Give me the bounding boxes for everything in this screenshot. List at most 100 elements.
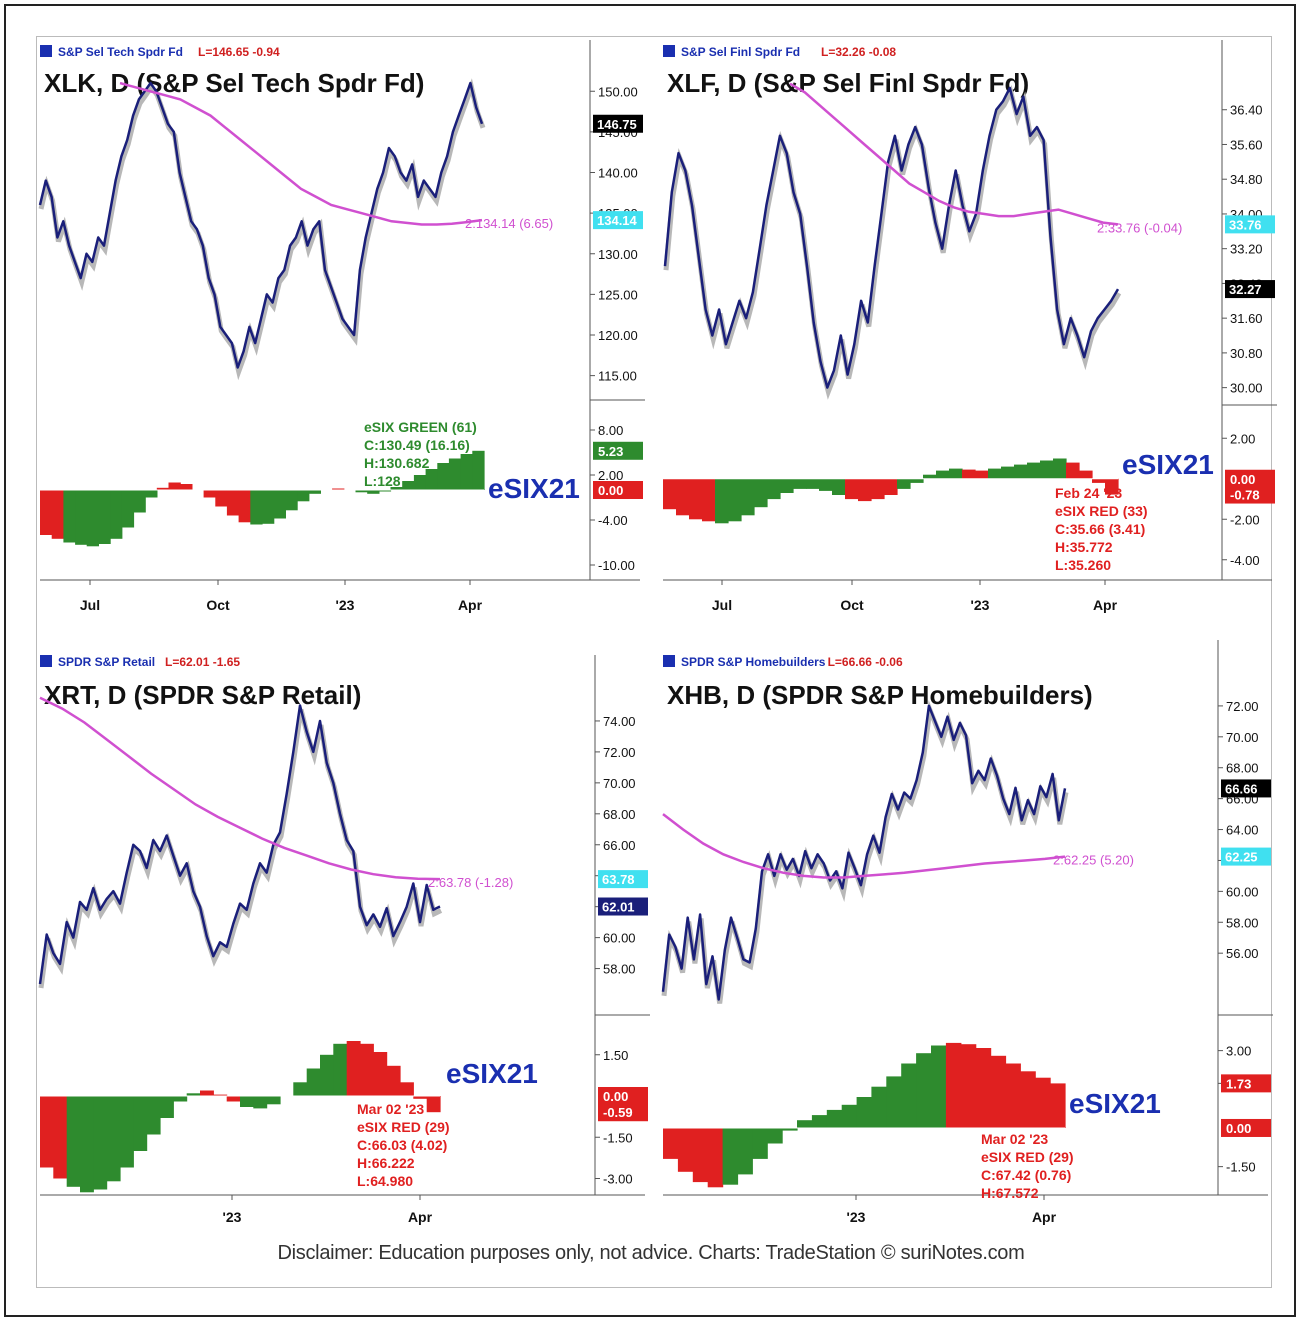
price-tick-label: 68.00 xyxy=(603,807,636,822)
price-tick-label: 33.20 xyxy=(1230,242,1263,257)
moving-average-line xyxy=(39,696,441,881)
header-value: L=66.66 -0.06 xyxy=(828,655,903,669)
time-tick-label: Apr xyxy=(458,597,483,613)
esix-bar xyxy=(1005,1063,1021,1128)
esix-bar xyxy=(413,475,427,490)
esix-bar xyxy=(51,490,64,539)
esix-bar xyxy=(66,1096,81,1187)
esix-bar xyxy=(40,1096,54,1168)
esix-bar xyxy=(308,490,321,494)
esix-bar xyxy=(400,1082,414,1097)
symbol-header: SPDR S&P Homebuilders xyxy=(681,655,826,669)
time-tick-label: '23 xyxy=(847,1209,866,1225)
moving-average-line xyxy=(789,82,1119,226)
esix-zero-badge-text: 0.00 xyxy=(1230,472,1255,487)
chart-grid-frame xyxy=(36,36,1272,1288)
price-tick-label: 64.00 xyxy=(1226,823,1259,838)
esix-bar xyxy=(782,1128,798,1131)
esix-bar xyxy=(426,1096,441,1113)
esix-bar xyxy=(811,1115,828,1128)
esix-annotation-line: Mar 02 '23 xyxy=(357,1101,424,1117)
esix-value-badge-text: -0.59 xyxy=(603,1105,633,1120)
esix-bar xyxy=(819,478,833,491)
esix-zero-badge xyxy=(1225,469,1275,488)
esix-bar xyxy=(1020,1071,1036,1128)
esix-bar xyxy=(945,1042,962,1128)
esix-bar xyxy=(186,1093,201,1097)
chart-title: XLF, D (S&P Sel Finl Spdr Fd) xyxy=(667,68,1029,98)
last-price-badge-text: 146.75 xyxy=(597,117,637,132)
esix-bar xyxy=(133,1096,148,1151)
esix-bar xyxy=(293,1082,308,1097)
esix-annotation-line: C:66.03 (4.02) xyxy=(357,1137,447,1153)
esix-bar xyxy=(226,1096,241,1102)
moving-average-line xyxy=(662,813,1066,879)
esix-bar xyxy=(215,490,228,507)
ma-label: 2:63.78 (-1.28) xyxy=(428,875,513,890)
symbol-square-icon xyxy=(40,45,52,57)
ma-badge-text: 33.76 xyxy=(1229,217,1262,232)
price-tick-label: 115.00 xyxy=(598,369,637,384)
esix-bar xyxy=(213,1094,228,1096)
esix-bar xyxy=(1050,1083,1066,1128)
esix-bar xyxy=(1040,460,1054,479)
esix-bar xyxy=(1035,1077,1051,1128)
ma-badge xyxy=(1225,215,1275,234)
esix-bar xyxy=(897,478,911,489)
esix-bar xyxy=(752,1128,768,1159)
time-tick-label: Oct xyxy=(206,597,230,613)
price-tick-label: 150.00 xyxy=(598,84,638,99)
price-shadow-line xyxy=(38,708,443,989)
esix-bar xyxy=(1001,466,1015,479)
outer-frame xyxy=(4,4,1296,1317)
esix-zero-badge-text: 0.00 xyxy=(598,483,623,498)
esix-bar xyxy=(949,468,963,479)
esix-bar xyxy=(923,474,937,479)
price-tick-label: 58.00 xyxy=(1226,915,1259,930)
ma-label: 2:62.25 (5.20) xyxy=(1053,853,1134,868)
esix-bar xyxy=(886,1076,902,1128)
esix-bar xyxy=(767,478,781,500)
esix-bar xyxy=(722,1128,739,1185)
esix-label: eSIX21 xyxy=(488,473,580,504)
chart-title: XLK, D (S&P Sel Tech Spdr Fd) xyxy=(44,68,424,98)
price-tick-label: 125.00 xyxy=(598,287,638,302)
esix-bar xyxy=(250,490,263,525)
esix-tick-label: 3.00 xyxy=(1226,1044,1251,1059)
ma-badge-text: 62.25 xyxy=(1225,850,1258,865)
esix-bar xyxy=(160,1096,174,1118)
esix-bar xyxy=(1105,478,1119,495)
esix-bar xyxy=(931,1045,947,1128)
symbol-square-icon xyxy=(663,45,675,57)
esix-value-badge xyxy=(593,441,643,460)
symbol-header: SPDR S&P Retail xyxy=(58,655,155,669)
esix-tick-label: -1.50 xyxy=(603,1130,633,1145)
esix-bar xyxy=(737,1128,753,1175)
esix-bar xyxy=(203,490,216,498)
header-value: L=32.26 -0.08 xyxy=(821,45,896,59)
esix-bar xyxy=(98,490,111,544)
esix-bar xyxy=(780,478,794,493)
price-series-line xyxy=(38,81,484,369)
esix-annotation-line: eSIX RED (29) xyxy=(981,1149,1074,1165)
moving-average-line xyxy=(119,81,483,226)
esix-bar xyxy=(1027,462,1041,479)
esix-bar xyxy=(1053,458,1067,479)
esix-annotation-line: H:35.772 xyxy=(1055,539,1113,555)
esix-bar xyxy=(146,1096,161,1135)
esix-annotation-line: eSIX RED (29) xyxy=(357,1119,450,1135)
chart-title: XRT, D (SPDR S&P Retail) xyxy=(44,680,361,710)
esix-annotation-line: H:66.222 xyxy=(357,1155,415,1171)
symbol-header: S&P Sel Tech Spdr Fd xyxy=(58,45,183,59)
last-price-badge xyxy=(1221,779,1271,798)
esix-bar xyxy=(262,490,275,524)
ma-badge xyxy=(593,211,643,230)
price-series-line xyxy=(663,86,1120,389)
esix-value-badge-text: -0.78 xyxy=(1230,488,1260,503)
esix-bar xyxy=(378,490,392,492)
esix-bar xyxy=(63,490,76,543)
esix-bar xyxy=(297,490,310,502)
esix-bar xyxy=(663,478,677,510)
price-tick-label: 58.00 xyxy=(603,962,636,977)
esix-bar xyxy=(120,1096,134,1168)
